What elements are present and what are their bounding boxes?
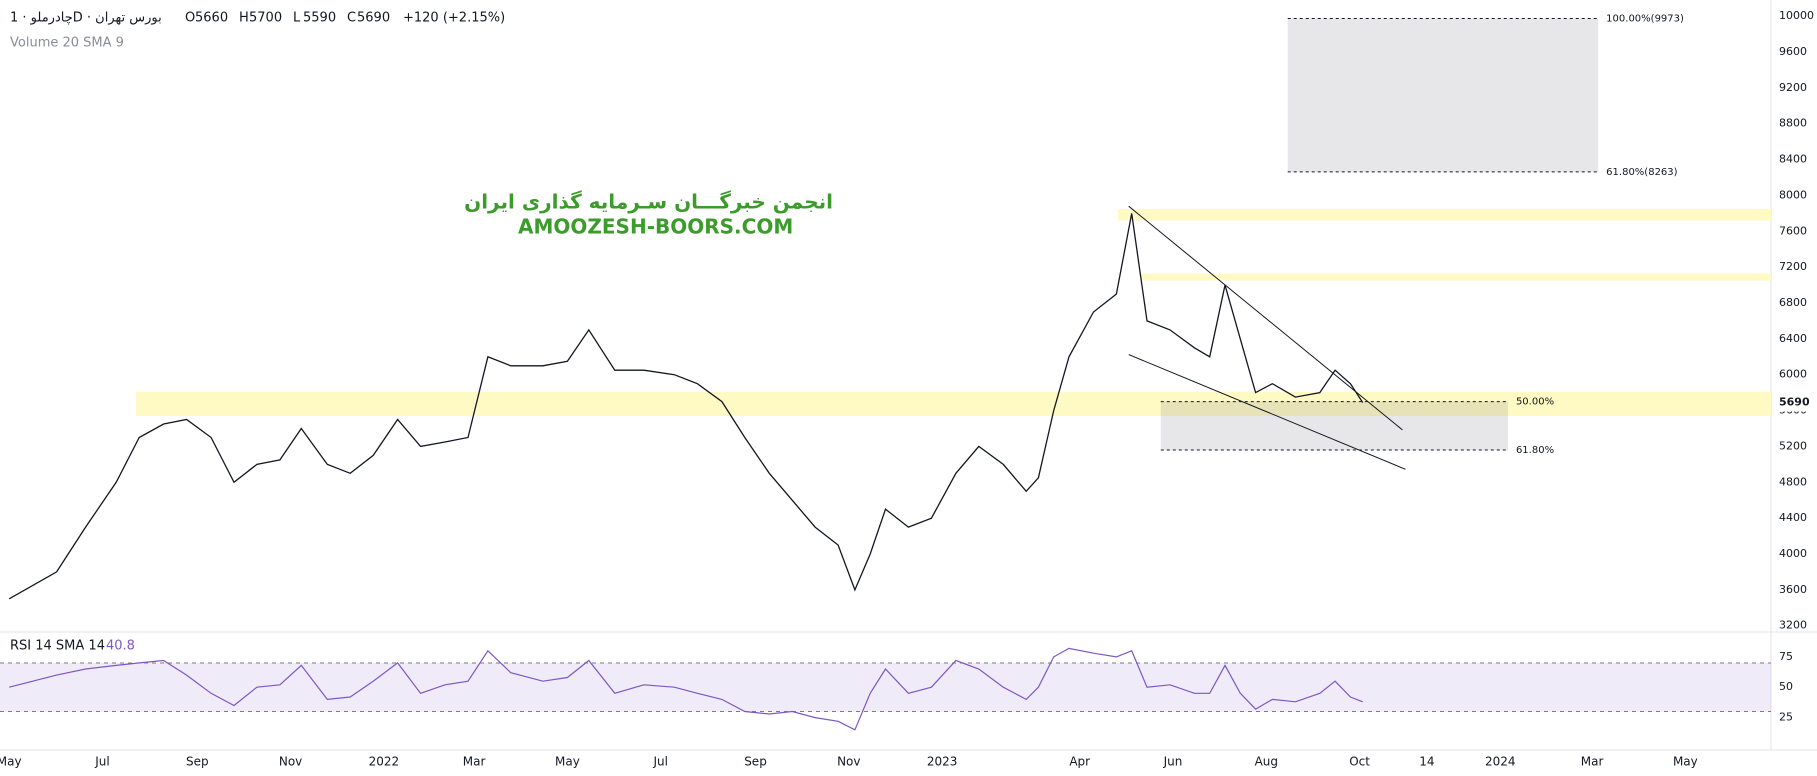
trendline xyxy=(1128,205,1403,431)
x-tick-label: Sep xyxy=(186,755,209,769)
x-tick-label: 2022 xyxy=(369,755,400,769)
y-tick-label: 6800 xyxy=(1779,296,1807,309)
volume-label: Volume 20 SMA 9 xyxy=(10,36,124,51)
ohlc-value: 5660 xyxy=(195,11,228,26)
x-tick-label: Jul xyxy=(94,755,109,769)
price-change: +120 (+2.15%) xyxy=(403,11,505,26)
fib-box xyxy=(1160,401,1508,451)
y-tick-label: 8400 xyxy=(1779,153,1807,166)
fib-label: 61.80%(8263) xyxy=(1606,167,1677,178)
rsi-tick-label: 50 xyxy=(1779,680,1793,693)
y-tick-label: 7200 xyxy=(1779,260,1807,273)
y-tick-label: 5200 xyxy=(1779,439,1807,452)
x-tick-label: Apr xyxy=(1069,755,1090,769)
price-line xyxy=(8,213,1364,600)
watermark: انجمن خبرگـــان سـرمایه گذاری ایران xyxy=(464,190,833,214)
ohlc-value: 5700 xyxy=(249,11,282,26)
x-tick-label: 2023 xyxy=(927,755,958,769)
x-tick-label: Sep xyxy=(744,755,767,769)
x-tick-label: Aug xyxy=(1255,755,1278,769)
y-tick-label: 9200 xyxy=(1779,81,1807,94)
rsi-line xyxy=(9,647,1363,731)
y-tick-label: 3600 xyxy=(1779,583,1807,596)
fib-label: 61.80% xyxy=(1516,445,1554,456)
x-tick-label: Nov xyxy=(279,755,302,769)
ohlc-value: 5590 xyxy=(303,11,336,26)
fib-label: 50.00% xyxy=(1516,397,1554,408)
last-price-box xyxy=(1772,393,1816,412)
support-zone xyxy=(136,391,1771,416)
last-price-label: 5690 xyxy=(1779,396,1810,409)
y-tick-label: 7600 xyxy=(1779,224,1807,237)
x-tick-label: Mar xyxy=(463,755,486,769)
support-zone xyxy=(1140,273,1771,281)
y-tick-label: 4000 xyxy=(1779,547,1807,560)
trendline xyxy=(1128,354,1406,470)
chart-title: چادرملو · 1D · بورس تهران xyxy=(10,11,162,26)
x-tick-label: Jul xyxy=(652,755,667,769)
x-tick-label: May xyxy=(0,755,22,769)
y-tick-label: 8000 xyxy=(1779,188,1807,201)
x-tick-label: May xyxy=(1673,755,1698,769)
watermark: AMOOZESH-BOORS.COM xyxy=(518,215,793,239)
x-tick-label: May xyxy=(555,755,580,769)
support-zone xyxy=(1117,208,1771,221)
x-tick-label: Jun xyxy=(1163,755,1183,769)
y-tick-label: 8800 xyxy=(1779,117,1807,130)
x-tick-label: 2024 xyxy=(1485,755,1516,769)
y-tick-label: 6400 xyxy=(1779,332,1807,345)
y-tick-label: 6000 xyxy=(1779,368,1807,381)
y-tick-label: 3200 xyxy=(1779,619,1807,632)
x-tick-label: Oct xyxy=(1349,755,1370,769)
ohlc-value: 5690 xyxy=(357,11,390,26)
fib-label: 100.00%(9973) xyxy=(1606,14,1684,25)
ohlc-label: O xyxy=(185,11,195,26)
y-tick-label: 10000 xyxy=(1779,9,1814,22)
ohlc-label: H xyxy=(239,11,249,26)
y-tick-label: 4800 xyxy=(1779,475,1807,488)
rsi-band xyxy=(0,662,1771,712)
x-tick-label: 14 xyxy=(1419,755,1434,769)
ohlc-label: L xyxy=(293,11,301,26)
rsi-tick-label: 25 xyxy=(1779,711,1793,724)
rsi-title: RSI 14 SMA 14 xyxy=(10,639,105,654)
rsi-sma-value: 40.8 xyxy=(106,639,135,654)
y-tick-label: 4400 xyxy=(1779,511,1807,524)
ohlc-label: C xyxy=(347,11,356,26)
x-tick-label: Nov xyxy=(837,755,860,769)
fib-box xyxy=(1287,18,1599,172)
x-tick-label: Mar xyxy=(1581,755,1604,769)
y-tick-label: 9600 xyxy=(1779,45,1807,58)
rsi-tick-label: 75 xyxy=(1779,650,1793,663)
